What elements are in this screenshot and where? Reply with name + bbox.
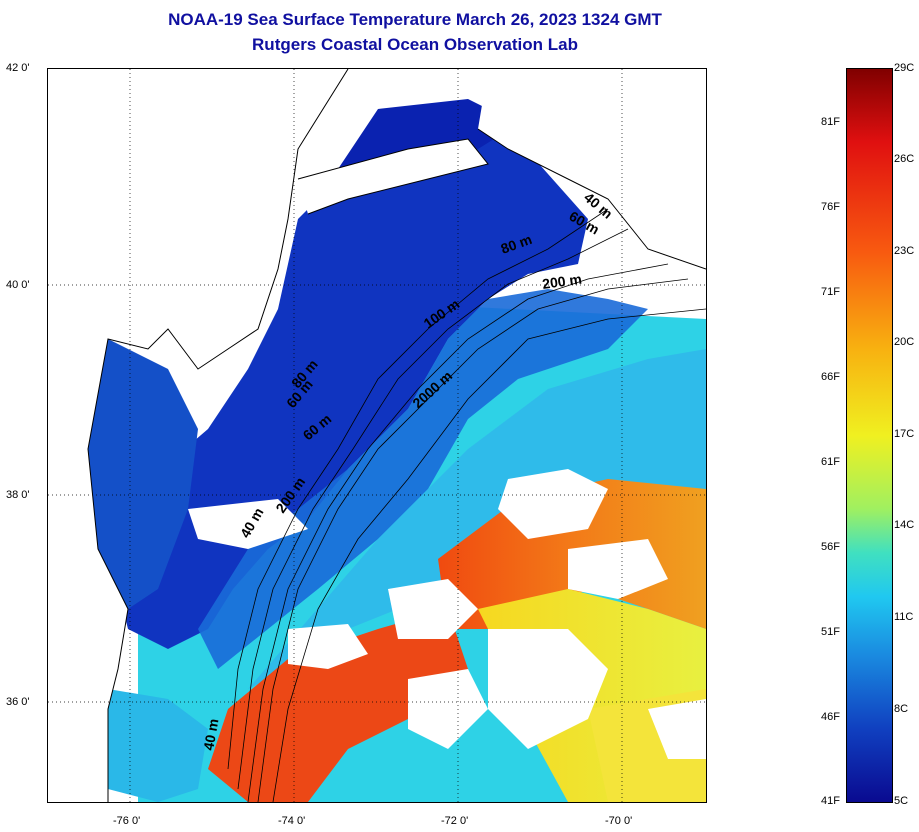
cb-c-11: 11C [894, 611, 914, 623]
contour-label-40m-south: 40 m [200, 717, 221, 751]
land-new-england [478, 69, 706, 269]
colorbar-svg [847, 69, 892, 802]
cb-c-5: 5C [894, 795, 909, 807]
cb-c-26: 26C [894, 153, 915, 165]
chesapeake-blue [88, 339, 198, 609]
lat-label-42: 42 0' [6, 62, 30, 74]
colorbar-gradient [847, 69, 892, 802]
contour-40m [227, 208, 609, 770]
lon-label-74: -74 0' [278, 815, 306, 827]
graticule [48, 69, 706, 802]
coastline-ne [297, 138, 489, 215]
cloud-6 [568, 539, 668, 599]
cb-f-81: 81F [821, 116, 840, 128]
lon-label-72: -72 0' [441, 815, 469, 827]
contour-60m [237, 228, 629, 790]
cb-f-51: 51F [821, 626, 840, 638]
lon-label-76: -76 0' [113, 815, 141, 827]
cb-f-56: 56F [821, 541, 840, 553]
cb-f-41: 41F [821, 795, 840, 807]
cloud-8 [648, 699, 706, 759]
cb-f-71: 71F [821, 286, 840, 298]
land-mainland [48, 69, 348, 802]
cb-c-29: 29C [894, 62, 915, 74]
cb-c-17: 17C [894, 428, 915, 440]
sst-map-svg: 40 m 60 m 80 m 60 m 80 m 100 m 200 m 200… [48, 69, 706, 802]
lightblue-band [248, 349, 706, 689]
cb-c-23: 23C [894, 245, 915, 257]
coastline [87, 69, 349, 802]
gulf-stream-south [208, 609, 468, 802]
cb-f-76: 76F [821, 201, 840, 213]
lat-label-36: 36 0' [6, 696, 30, 708]
cloud-2 [388, 579, 478, 639]
lat-label-38: 38 0' [6, 489, 30, 501]
cyan-south [108, 689, 208, 802]
land-long-island [298, 139, 488, 214]
cb-c-8: 8C [894, 703, 909, 715]
map-title: NOAA-19 Sea Surface Temperature March 26… [168, 10, 662, 29]
sst-map: 40 m 60 m 80 m 60 m 80 m 100 m 200 m 200… [47, 68, 707, 803]
cloud-1 [498, 469, 608, 539]
contour-100m [247, 263, 669, 802]
contour-label-200m-ne: 200 m [541, 271, 583, 292]
cloud-3 [488, 629, 608, 749]
temperature-colorbar [846, 68, 893, 803]
cloud-7 [188, 499, 308, 549]
cloud-4 [288, 624, 368, 669]
contour-2000m [272, 308, 706, 802]
cb-f-46: 46F [821, 711, 840, 723]
cloud-5 [408, 669, 488, 749]
map-subtitle: Rutgers Coastal Ocean Observation Lab [252, 35, 578, 54]
contour-200m [257, 278, 689, 802]
cb-c-14: 14C [894, 519, 915, 531]
lon-label-70: -70 0' [605, 815, 633, 827]
lat-label-40: 40 0' [6, 279, 30, 291]
cb-c-20: 20C [894, 336, 915, 348]
cb-f-61: 61F [821, 456, 840, 468]
mid-blue-band [198, 289, 648, 669]
cb-f-66: 66F [821, 371, 840, 383]
coastline-cape [477, 128, 706, 270]
